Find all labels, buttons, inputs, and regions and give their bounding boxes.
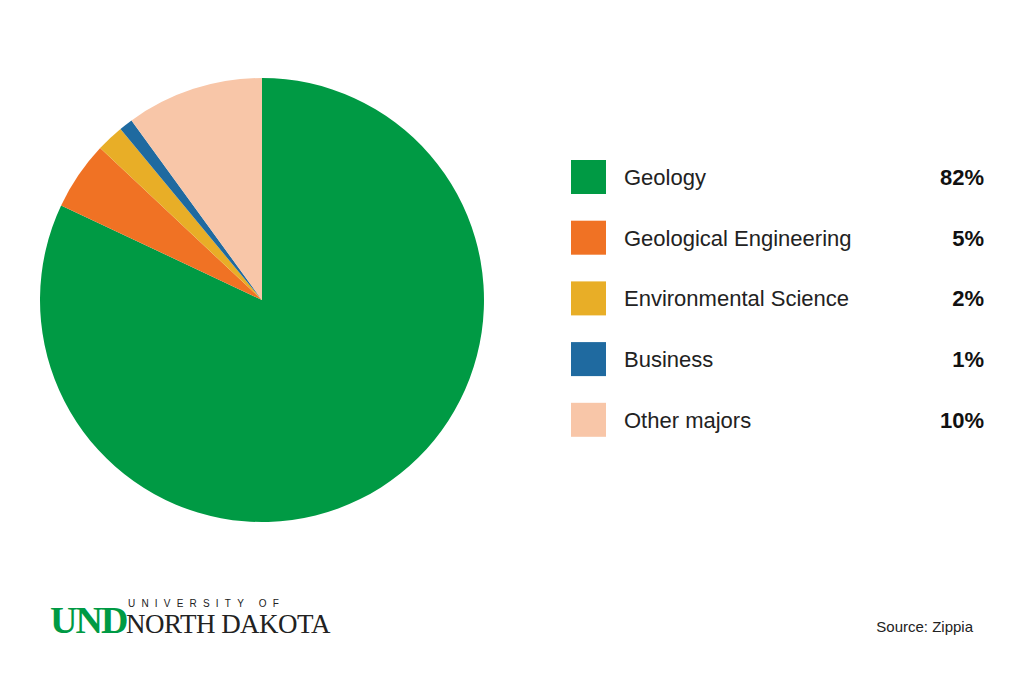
legend-label: Geological Engineering [624, 226, 852, 251]
pie-slice [40, 78, 484, 522]
source: Source: Zippia [876, 618, 973, 635]
logo-mark: UND [50, 599, 127, 641]
pie-slice [132, 78, 262, 300]
logo-name: NORTH DAKOTA [126, 609, 331, 639]
legend-value: 5% [952, 226, 984, 251]
logo-top: UNIVERSITY OF [128, 598, 285, 609]
legend-swatch [571, 342, 606, 376]
legend-swatch [571, 160, 606, 194]
legend-swatch [571, 221, 606, 255]
chart: Geology 82% Geological Engineering 5% Enviro… [0, 0, 1024, 683]
legend-label: Geology [624, 165, 706, 190]
legend-label: Environmental Science [624, 286, 849, 311]
legend-swatch [571, 281, 606, 315]
legend-value: 82% [940, 165, 984, 190]
legend-value: 2% [952, 286, 984, 311]
legend-label: Business [624, 347, 713, 372]
legend-swatch [571, 403, 606, 437]
legend-label: Other majors [624, 408, 751, 433]
legend: Geology 82% Geological Engineering 5% Enviro… [571, 160, 984, 437]
legend-value: 10% [940, 408, 984, 433]
legend-value: 1% [952, 347, 984, 372]
pie [40, 78, 484, 522]
